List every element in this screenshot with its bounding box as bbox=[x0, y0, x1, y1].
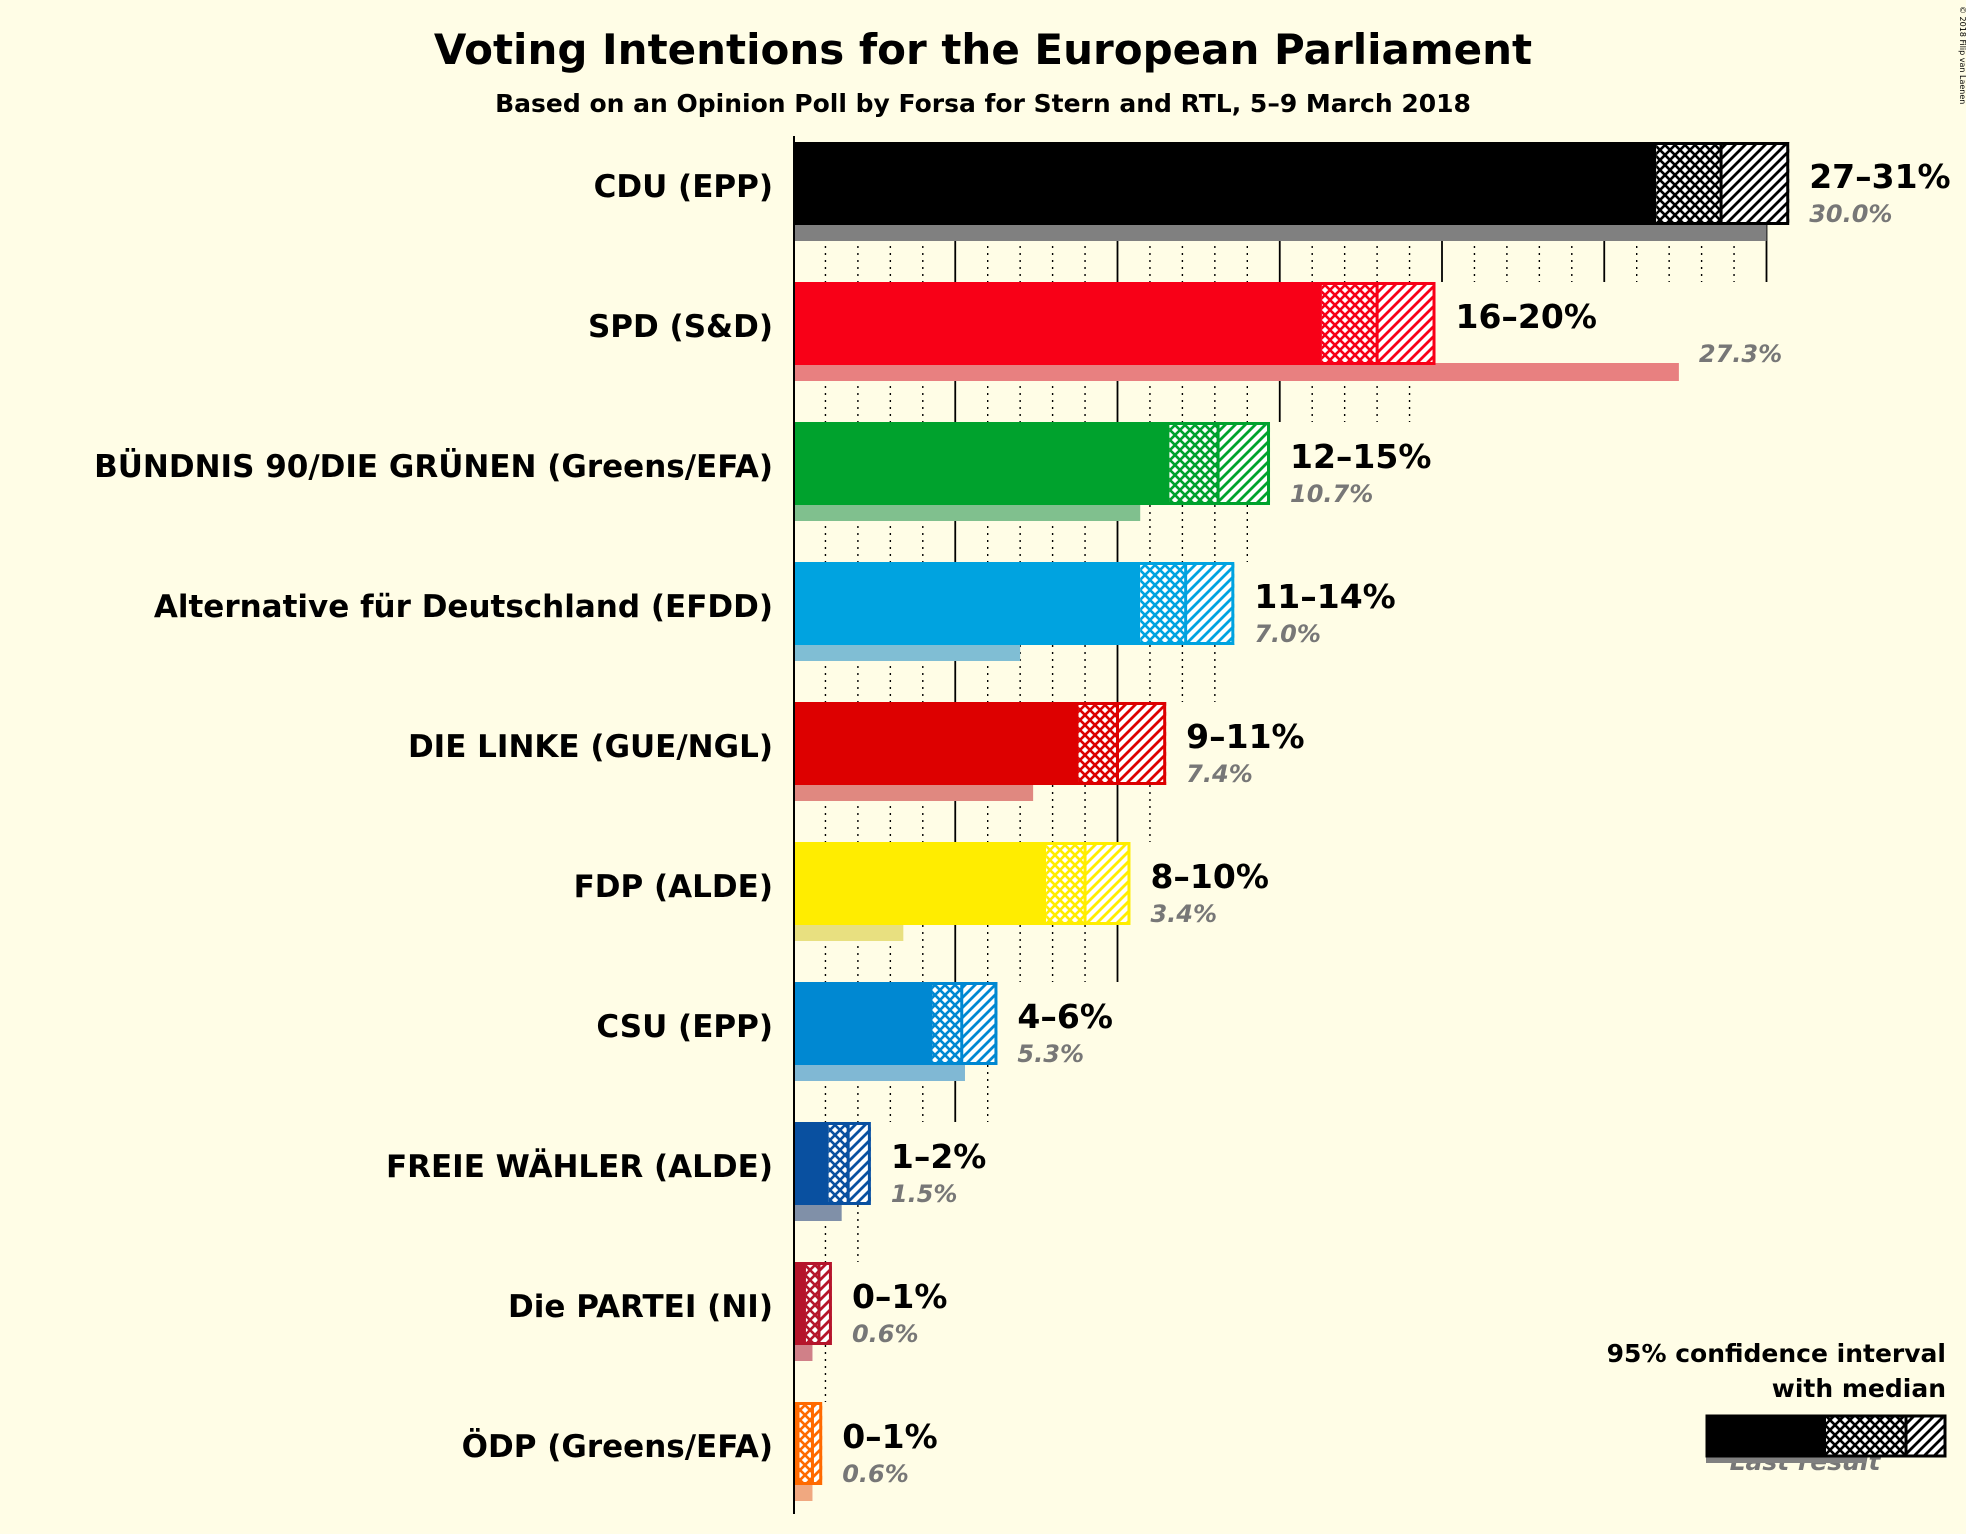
bar-ci-lower bbox=[828, 1122, 849, 1205]
last-result-bar bbox=[793, 1343, 813, 1361]
last-result-bar bbox=[793, 1063, 965, 1081]
legend: 95% confidence interval with median Last… bbox=[1607, 1339, 1947, 1476]
bar-ci-upper bbox=[1185, 562, 1235, 645]
last-result-label: 7.4% bbox=[1186, 760, 1253, 788]
bar-solid bbox=[793, 1402, 800, 1485]
bar-ci-lower bbox=[932, 982, 962, 1065]
labels: CDU (EPP) 27–31% 30.0% SPD (S&D) 16–20% 27.3%… bbox=[94, 157, 1951, 1488]
legend-hatch-sample bbox=[1906, 1415, 1946, 1457]
bar-ci-upper bbox=[848, 1122, 871, 1205]
bar-solid bbox=[793, 562, 1141, 645]
last-result-bar bbox=[793, 363, 1679, 381]
bar-solid bbox=[793, 842, 1047, 925]
bar-ci-lower bbox=[799, 1402, 813, 1485]
legend-line-2: with median bbox=[1772, 1374, 1946, 1403]
legend-cross-sample bbox=[1826, 1415, 1906, 1457]
last-result-label: 1.5% bbox=[891, 1180, 958, 1208]
last-result-label: 27.3% bbox=[1699, 340, 1782, 368]
legend-outline bbox=[1705, 1414, 1947, 1458]
poll-bars bbox=[793, 142, 1790, 1485]
bar-ci-lower bbox=[1321, 282, 1378, 365]
party-label: CSU (EPP) bbox=[596, 1009, 773, 1045]
range-label: 9–11% bbox=[1186, 717, 1304, 756]
bar-ci-upper bbox=[1117, 702, 1167, 785]
range-label: 16–20% bbox=[1456, 297, 1597, 336]
last-result-label: 10.7% bbox=[1290, 480, 1373, 508]
party-label: Alternative für Deutschland (EFDD) bbox=[154, 589, 773, 625]
range-label: 11–14% bbox=[1254, 577, 1395, 616]
last-result-bar bbox=[793, 1483, 813, 1501]
range-label: 0–1% bbox=[842, 1417, 938, 1456]
bar-ci-lower bbox=[1169, 422, 1219, 505]
bar-solid bbox=[793, 702, 1079, 785]
bar-solid bbox=[793, 982, 933, 1065]
chart-title: Voting Intentions for the European Parli… bbox=[434, 25, 1532, 74]
bar-solid bbox=[793, 422, 1170, 505]
bar-ci-lower bbox=[1078, 702, 1118, 785]
bar-ci-lower bbox=[805, 1262, 819, 1345]
bar-ci-upper bbox=[1721, 142, 1790, 225]
party-label: FDP (ALDE) bbox=[574, 869, 773, 905]
bar-ci-upper bbox=[1377, 282, 1436, 365]
last-result-bar bbox=[793, 923, 904, 941]
party-label: CDU (EPP) bbox=[594, 169, 773, 205]
party-label: DIE LINKE (GUE/NGL) bbox=[408, 729, 773, 765]
range-label: 27–31% bbox=[1809, 157, 1950, 196]
bar-solid bbox=[793, 1262, 806, 1345]
bar-solid bbox=[793, 1122, 829, 1205]
bar-ci-upper bbox=[1085, 842, 1131, 925]
bar-ci-upper bbox=[812, 1402, 823, 1485]
legend-solid-sample bbox=[1706, 1415, 1826, 1457]
last-result-label: 0.6% bbox=[852, 1320, 919, 1348]
last-result-bar bbox=[793, 783, 1034, 801]
copyright-notice: © 2018 Filip van Laenen bbox=[1958, 6, 1966, 104]
party-label: FREIE WÄHLER (ALDE) bbox=[386, 1149, 773, 1185]
range-label: 0–1% bbox=[852, 1277, 948, 1316]
range-label: 12–15% bbox=[1290, 437, 1431, 476]
bar-ci-lower bbox=[1140, 562, 1186, 645]
last-result-bar bbox=[793, 643, 1021, 661]
party-label: ÖDP (Greens/EFA) bbox=[462, 1428, 773, 1465]
last-result-bar bbox=[793, 223, 1767, 241]
last-result-label: 3.4% bbox=[1150, 900, 1217, 928]
bar-ci-lower bbox=[1656, 142, 1722, 225]
bar-solid bbox=[793, 282, 1322, 365]
party-label: BÜNDNIS 90/DIE GRÜNEN (Greens/EFA) bbox=[94, 448, 773, 485]
bar-ci-upper bbox=[1218, 422, 1271, 505]
range-label: 4–6% bbox=[1017, 997, 1113, 1036]
party-label: Die PARTEI (NI) bbox=[508, 1289, 773, 1325]
last-result-bar bbox=[793, 1203, 842, 1221]
range-label: 8–10% bbox=[1150, 857, 1268, 896]
last-result-bars bbox=[793, 223, 1767, 1501]
last-result-label: 30.0% bbox=[1809, 200, 1892, 228]
bar-ci-lower bbox=[1046, 842, 1086, 925]
last-result-label: 5.3% bbox=[1017, 1040, 1084, 1068]
party-label: SPD (S&D) bbox=[588, 309, 773, 345]
grid bbox=[824, 225, 1768, 1402]
bar-ci-upper bbox=[961, 982, 998, 1065]
bar-solid bbox=[793, 142, 1657, 225]
legend-line-1: 95% confidence interval bbox=[1607, 1339, 1946, 1368]
last-result-bar bbox=[793, 503, 1141, 521]
range-label: 1–2% bbox=[891, 1137, 987, 1176]
chart-subtitle: Based on an Opinion Poll by Forsa for St… bbox=[495, 89, 1471, 118]
last-result-label: 7.0% bbox=[1254, 620, 1321, 648]
last-result-label: 0.6% bbox=[842, 1460, 909, 1488]
bar-ci-upper bbox=[818, 1262, 832, 1345]
